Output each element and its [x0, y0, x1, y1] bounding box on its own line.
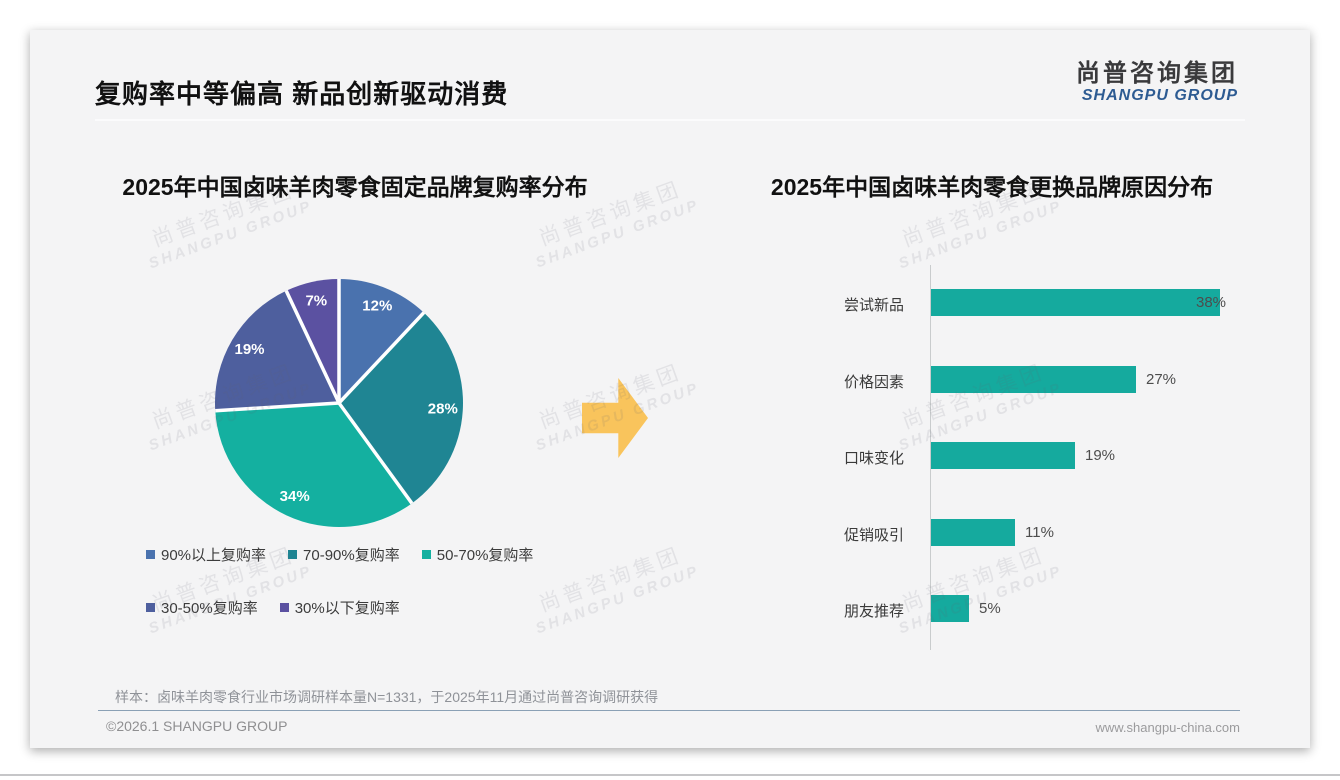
bar-chart-axis: [930, 265, 931, 650]
bar: [931, 595, 969, 622]
pie-slice: [339, 279, 424, 403]
legend-label: 50-70%复购率: [436, 547, 534, 564]
bar-category-label: 口味变化: [843, 450, 904, 467]
pie-slice-divider: [284, 290, 341, 404]
bar-value-label: 38%: [1196, 294, 1227, 311]
legend-label: 30%以下复购率: [294, 600, 400, 617]
company-logo: 尚普咨询集团 SHANGPU GROUP: [1076, 61, 1238, 105]
watermark-line2: SHANGPU GROUP: [896, 197, 1065, 273]
right-arrow-icon: [582, 378, 648, 458]
bar-category-label: 朋友推荐: [843, 603, 904, 620]
legend-swatch: [279, 603, 289, 612]
copyright-text: ©2026.1 SHANGPU GROUP: [106, 718, 288, 734]
legend-item: 30%以下复购率: [279, 597, 400, 618]
legend-item: 90%以上复购率: [146, 544, 266, 565]
sample-note: 样本：卤味羊肉零食行业市场调研样本量N=1331，于2025年11月通过尚普咨询…: [115, 689, 659, 705]
page-bottom-border: [0, 774, 1340, 776]
watermark-line1: 尚普咨询集团: [899, 543, 1048, 617]
page-title: 复购率中等偏高 新品创新驱动消费: [95, 79, 509, 109]
pie-slice: [339, 312, 463, 504]
bar: [931, 442, 1075, 469]
logo-cn-text: 尚普咨询集团: [1076, 60, 1238, 87]
report-slide: 复购率中等偏高 新品创新驱动消费 尚普咨询集团 SHANGPU GROUP 20…: [30, 30, 1310, 748]
bar-value-label: 19%: [1085, 447, 1116, 464]
legend-label: 30-50%复购率: [161, 600, 258, 617]
pie-slice-divider: [337, 311, 426, 405]
bar: [931, 366, 1136, 393]
legend-swatch: [146, 603, 155, 612]
title-divider: [95, 119, 1245, 121]
legend-item: 30-50%复购率: [146, 597, 258, 618]
legend-swatch: [421, 550, 431, 559]
watermark-line2: SHANGPU GROUP: [146, 197, 315, 273]
pie-slice-divider: [337, 401, 414, 505]
legend-item: 50-70%复购率: [421, 544, 534, 565]
legend-swatch: [288, 550, 298, 559]
bar-value-label: 27%: [1146, 371, 1177, 388]
bar-category-label: 尝试新品: [843, 297, 904, 314]
legend-swatch: [146, 550, 155, 559]
watermark-line2: SHANGPU GROUP: [533, 196, 702, 272]
pie-slice-value-label: 34%: [280, 488, 310, 505]
legend-label: 70-90%复购率: [303, 547, 400, 564]
bar-category-label: 促销吸引: [843, 527, 904, 544]
bar-value-label: 5%: [979, 600, 1001, 617]
pie-chart-title: 2025年中国卤味羊肉零食固定品牌复购率分布: [122, 174, 588, 200]
bar: [931, 519, 1015, 546]
bar-value-label: 11%: [1025, 524, 1054, 541]
logo-en-text: SHANGPU GROUP: [1081, 87, 1238, 104]
bar-chart-title: 2025年中国卤味羊肉零食更换品牌原因分布: [770, 174, 1214, 200]
website-text: www.shangpu-china.com: [1095, 720, 1240, 735]
pie-slice-value-label: 12%: [362, 297, 392, 314]
pie-slice-divider: [215, 401, 340, 413]
bar-category-label: 价格因素: [843, 374, 904, 391]
pie-chart: 12% 28% 34% 19% 7%: [214, 279, 463, 528]
bar: [931, 289, 1220, 316]
pie-slice-value-label: 28%: [428, 400, 458, 417]
pie-legend-row-1: 90%以上复购率 70-90%复购率 50-70%复购率: [146, 544, 555, 565]
pie-slice-value-label: 19%: [234, 341, 264, 358]
legend-label: 90%以上复购率: [161, 547, 267, 564]
watermark-line2: SHANGPU GROUP: [533, 562, 702, 638]
legend-item: 70-90%复购率: [288, 544, 400, 565]
pie-legend-row-2: 30-50%复购率 30%以下复购率: [146, 597, 422, 618]
pie-slice: [215, 403, 412, 528]
footer-divider: [98, 710, 1240, 711]
pie-slice: [214, 290, 339, 411]
pie-slice-value-label: 7%: [305, 292, 327, 309]
